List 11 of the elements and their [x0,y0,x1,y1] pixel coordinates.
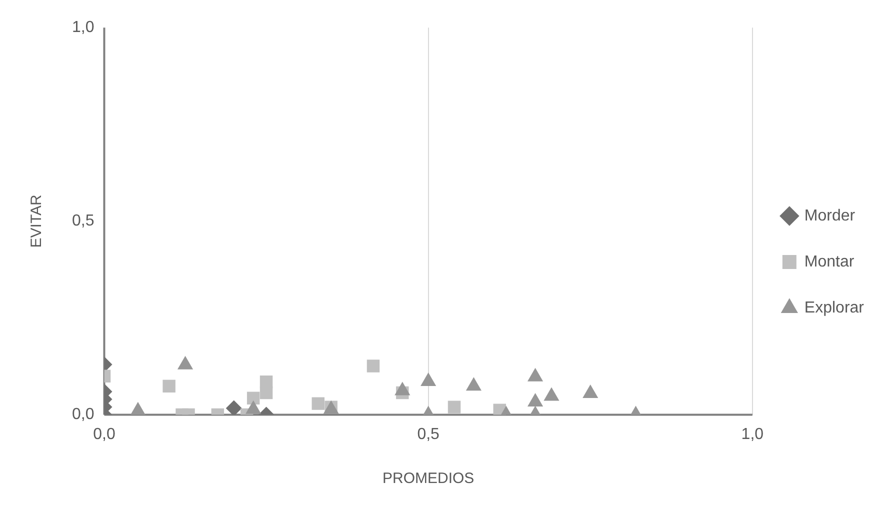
y-axis-title: EVITAR [28,194,46,248]
x-axis-title: PROMEDIOS [382,470,474,488]
x-tick-label: 1,0 [741,426,764,443]
y-tick-label: 1,0 [72,19,94,36]
x-tick-label: 0,5 [417,426,440,443]
legend-label: Morder [804,207,856,224]
legend-label: Montar [804,253,855,270]
legend-label: Explorar [804,299,865,316]
y-tick-label: 0,0 [72,406,94,424]
x-tick-label: 0,0 [93,426,116,443]
y-tick-label: 0,5 [72,212,94,230]
